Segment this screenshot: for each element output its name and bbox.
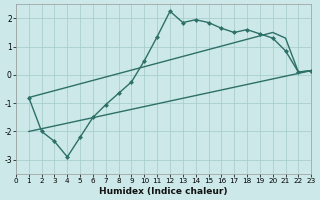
X-axis label: Humidex (Indice chaleur): Humidex (Indice chaleur)	[99, 187, 228, 196]
